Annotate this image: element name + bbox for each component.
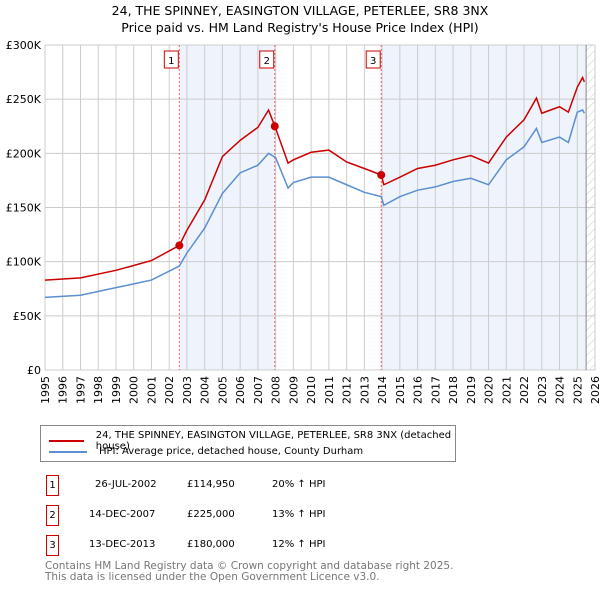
legend-item-property: 24, THE SPINNEY, EASINGTON VILLAGE, PETE… — [49, 430, 455, 452]
chart-subtitle: Price paid vs. HM Land Registry's House … — [121, 20, 479, 35]
x-tick-label: 1999 — [110, 376, 123, 404]
x-tick-label: 2005 — [216, 376, 229, 404]
x-tick-label: 2011 — [323, 376, 336, 404]
x-tick-label: 2025 — [571, 376, 584, 404]
x-tick-label: 2022 — [518, 376, 531, 404]
x-tick-label: 2001 — [145, 376, 158, 404]
sale-label: 3 — [370, 56, 376, 67]
transaction-price: £114,950 — [187, 479, 235, 490]
y-tick-label: £250K — [6, 93, 42, 106]
footer-copyright: Contains HM Land Registry data © Crown c… — [45, 560, 454, 572]
x-tick-label: 2009 — [287, 376, 300, 404]
x-tick-label: 2003 — [181, 376, 194, 404]
x-tick-label: 1995 — [39, 376, 52, 404]
x-tick-label: 2004 — [199, 376, 212, 404]
x-tick-label: 2010 — [305, 376, 318, 404]
footer-licence: This data is licensed under the Open Gov… — [45, 571, 380, 583]
x-tick-label: 2012 — [341, 376, 354, 404]
transaction-row: 3 13-DEC-2013 £180,000 12% ↑ HPI — [40, 535, 440, 556]
legend-swatch-red — [49, 440, 84, 442]
y-tick-label: £300K — [6, 39, 42, 52]
chart-title: 24, THE SPINNEY, EASINGTON VILLAGE, PETE… — [111, 3, 489, 18]
transaction-date: 13-DEC-2013 — [89, 539, 156, 550]
sale-label: 1 — [168, 56, 174, 67]
x-tick-label: 2016 — [412, 376, 425, 404]
x-tick-label: 2013 — [358, 376, 371, 404]
y-tick-label: £150K — [6, 202, 42, 215]
x-tick-label: 2008 — [270, 376, 283, 404]
x-tick-label: 2026 — [589, 376, 600, 404]
legend-swatch-blue — [49, 450, 87, 453]
x-tick-label: 1997 — [74, 376, 87, 404]
transaction-hpi-diff: 12% ↑ HPI — [272, 539, 326, 550]
hpi-line — [44, 109, 586, 299]
x-tick-label: 2006 — [234, 376, 247, 404]
sale-point — [175, 241, 184, 250]
x-tick-label: 2019 — [465, 376, 478, 404]
transaction-price: £180,000 — [187, 539, 235, 550]
transaction-row: 1 26-JUL-2002 £114,950 20% ↑ HPI — [40, 475, 440, 496]
sale-point — [377, 171, 386, 179]
x-tick-label: 2020 — [483, 376, 496, 404]
legend: 24, THE SPINNEY, EASINGTON VILLAGE, PETE… — [40, 425, 456, 462]
y-tick-label: £50K — [13, 310, 42, 323]
x-tick-label: 2021 — [500, 376, 513, 404]
sale-point — [270, 122, 279, 131]
y-tick-label: £200K — [6, 147, 42, 160]
property-price-line — [44, 75, 586, 281]
x-tick-label: 2015 — [394, 376, 407, 404]
transaction-marker: 1 — [46, 475, 59, 496]
x-tick-label: 2002 — [163, 376, 176, 404]
transaction-marker: 2 — [46, 505, 59, 526]
price-chart: 1995 1996 1997 1998 1999 2000 2001 2002 2003 2004… — [6, 39, 600, 404]
x-tick-label: 2023 — [536, 376, 549, 404]
legend-item-hpi: HPI: Average price, detached house, Coun… — [49, 446, 363, 457]
x-tick-label: 1996 — [57, 376, 70, 404]
legend-label: 24, THE SPINNEY, EASINGTON VILLAGE, PETE… — [95, 430, 452, 452]
x-tick-label: 2000 — [128, 376, 141, 404]
x-tick-label: 2007 — [252, 376, 265, 404]
x-tick-label: 2024 — [554, 376, 567, 404]
transaction-date: 14-DEC-2007 — [89, 509, 156, 520]
x-tick-label: 2018 — [447, 376, 460, 404]
y-tick-label: £100K — [6, 256, 42, 269]
sale-label-box — [259, 50, 275, 69]
transaction-price: £225,000 — [187, 509, 235, 520]
x-tick-label: 2017 — [429, 376, 442, 404]
y-tick-label: £0 — [27, 364, 41, 377]
transaction-hpi-diff: 13% ↑ HPI — [272, 509, 326, 520]
sale-label: 2 — [264, 56, 270, 67]
legend-label: HPI: Average price, detached house, Coun… — [99, 446, 364, 457]
x-tick-label: 2014 — [376, 376, 389, 404]
transaction-hpi-diff: 20% ↑ HPI — [272, 479, 326, 490]
x-tick-label: 1998 — [92, 376, 105, 404]
transaction-marker: 3 — [46, 535, 59, 556]
sale-label-box — [365, 50, 381, 69]
transaction-date: 26-JUL-2002 — [95, 479, 157, 490]
sale-label-box — [163, 50, 179, 69]
transaction-row: 2 14-DEC-2007 £225,000 13% ↑ HPI — [40, 505, 440, 526]
